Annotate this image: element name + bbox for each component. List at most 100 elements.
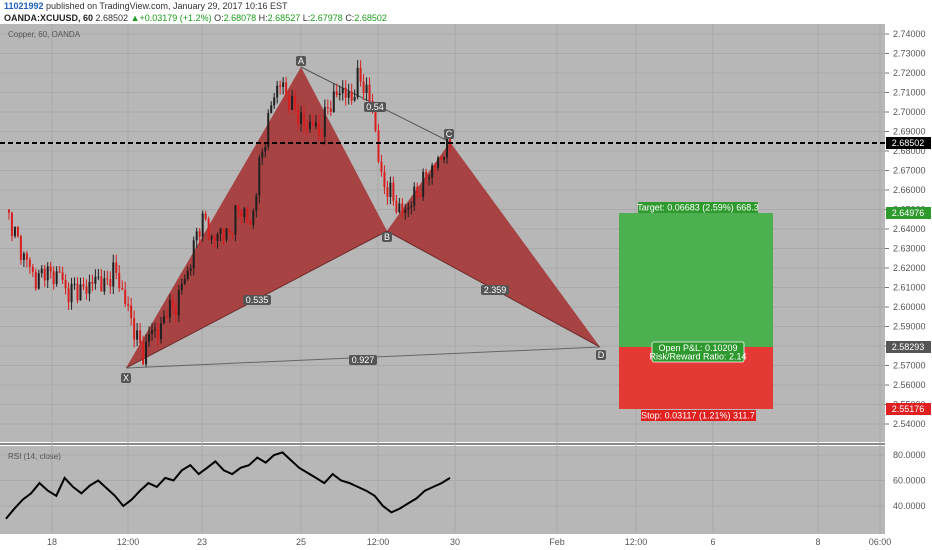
candle-body: [162, 316, 165, 324]
price-axis[interactable]: [885, 24, 932, 534]
candle-body: [270, 105, 273, 114]
target-zone[interactable]: [619, 213, 773, 347]
symbol-label: OANDA:XCUUSD, 60: [4, 13, 94, 23]
candle-body: [425, 171, 428, 178]
price-tick-label: 2.68000: [893, 146, 926, 156]
up-arrow-icon: ▲: [130, 13, 140, 23]
stop-price-tag-box: [886, 403, 931, 415]
candle-body: [350, 91, 353, 101]
candle-body: [46, 266, 49, 281]
candle-body: [148, 333, 151, 342]
candle-body: [332, 91, 335, 112]
candle-body: [189, 268, 192, 271]
price-tick-label: 2.60000: [893, 302, 926, 312]
price-tick-label: 2.69000: [893, 127, 926, 137]
ratio-xab-label: 0.535: [246, 295, 269, 305]
time-tick-label: 06:00: [869, 537, 892, 547]
candle-body: [52, 271, 55, 285]
candle-body: [320, 135, 323, 137]
time-tick-label: 25: [296, 537, 306, 547]
candle-body: [264, 147, 267, 152]
entry-price-tag-box: [886, 341, 931, 353]
candle-body: [139, 330, 142, 343]
candle-body: [285, 82, 288, 96]
candle-body: [13, 227, 16, 237]
point-a-box[interactable]: [296, 56, 306, 66]
candle-body: [416, 186, 419, 196]
candle-body: [261, 151, 264, 158]
candle-body: [288, 95, 291, 110]
candle-body: [124, 289, 127, 305]
candle-body: [85, 286, 88, 294]
last-price-tag-box: [886, 137, 931, 149]
price-tags: 2.68502 2.64976 2.58293 2.55176: [886, 137, 931, 415]
candle-body: [338, 93, 341, 96]
candles-layer: [7, 60, 451, 367]
point-x-label: X: [123, 373, 129, 383]
rsi-plot-area[interactable]: [0, 446, 885, 534]
candle-body: [431, 165, 434, 178]
candle-body: [82, 284, 85, 287]
price-tick-label: 2.62000: [893, 263, 926, 273]
candle-body: [76, 283, 79, 301]
point-x-box[interactable]: [121, 373, 131, 383]
rsi-line[interactable]: [5, 451, 451, 520]
candle-body: [171, 299, 174, 308]
candle-body: [43, 268, 46, 281]
point-c-label: C: [446, 129, 453, 139]
pattern-bcd-triangle[interactable]: [387, 142, 600, 347]
candle-body: [103, 278, 106, 292]
candle-body: [392, 182, 395, 201]
candle-body: [25, 253, 28, 260]
candle-body: [228, 228, 231, 234]
ratio-xad-box: [349, 355, 377, 365]
point-b-label: B: [384, 232, 390, 242]
candle-body: [16, 227, 19, 237]
rsi-tick-label: 40.0000: [893, 501, 926, 511]
price-tick-label: 2.67000: [893, 166, 926, 176]
candle-body: [231, 233, 234, 235]
candle-body: [183, 279, 186, 284]
candle-body: [28, 259, 31, 267]
candle-body: [127, 304, 130, 306]
candle-body: [67, 288, 70, 303]
long-position-tool[interactable]: Target: 0.06683 (2.59%) 668.3 Open P&L: …: [619, 202, 773, 421]
candle-body: [142, 342, 145, 365]
point-d-box[interactable]: [596, 350, 606, 360]
candle-body: [323, 107, 326, 137]
candle-body: [437, 157, 440, 168]
candle-body: [88, 281, 91, 294]
point-b-box[interactable]: [382, 232, 392, 242]
candle-body: [356, 67, 359, 98]
candle-body: [216, 233, 219, 241]
candle-body: [94, 276, 97, 284]
price-tick-label: 2.57000: [893, 361, 926, 371]
last-price-tag: 2.68502: [892, 138, 925, 148]
candle-body: [106, 278, 109, 280]
candle-body: [79, 284, 82, 301]
candle-body: [386, 187, 389, 197]
candle-body: [234, 205, 237, 235]
point-c-box[interactable]: [444, 129, 454, 139]
target-label: Target: 0.06683 (2.59%) 668.3: [637, 203, 759, 213]
user-id[interactable]: 11021992: [4, 1, 44, 11]
close-value: 2.68502: [354, 13, 387, 23]
candle-body: [121, 288, 124, 290]
candle-body: [22, 253, 25, 261]
ratio-xab-box: [243, 295, 271, 305]
candle-body: [237, 205, 240, 211]
candle-body: [449, 135, 451, 145]
time-axis[interactable]: [0, 534, 932, 550]
candle-body: [347, 91, 350, 98]
candle-body: [195, 231, 198, 241]
open-label: O:: [214, 13, 224, 23]
candle-body: [291, 95, 294, 110]
risk-reward-label: Risk/Reward Ratio: 2.14: [649, 352, 746, 362]
candle-body: [222, 228, 225, 240]
ratio-labels: 0.535 0.54 2.359 0.927: [243, 102, 509, 365]
candle-body: [335, 91, 338, 96]
open-pl-box: [651, 341, 745, 363]
time-tick-label: 12:00: [625, 537, 648, 547]
price-tick-label: 2.64000: [893, 224, 926, 234]
